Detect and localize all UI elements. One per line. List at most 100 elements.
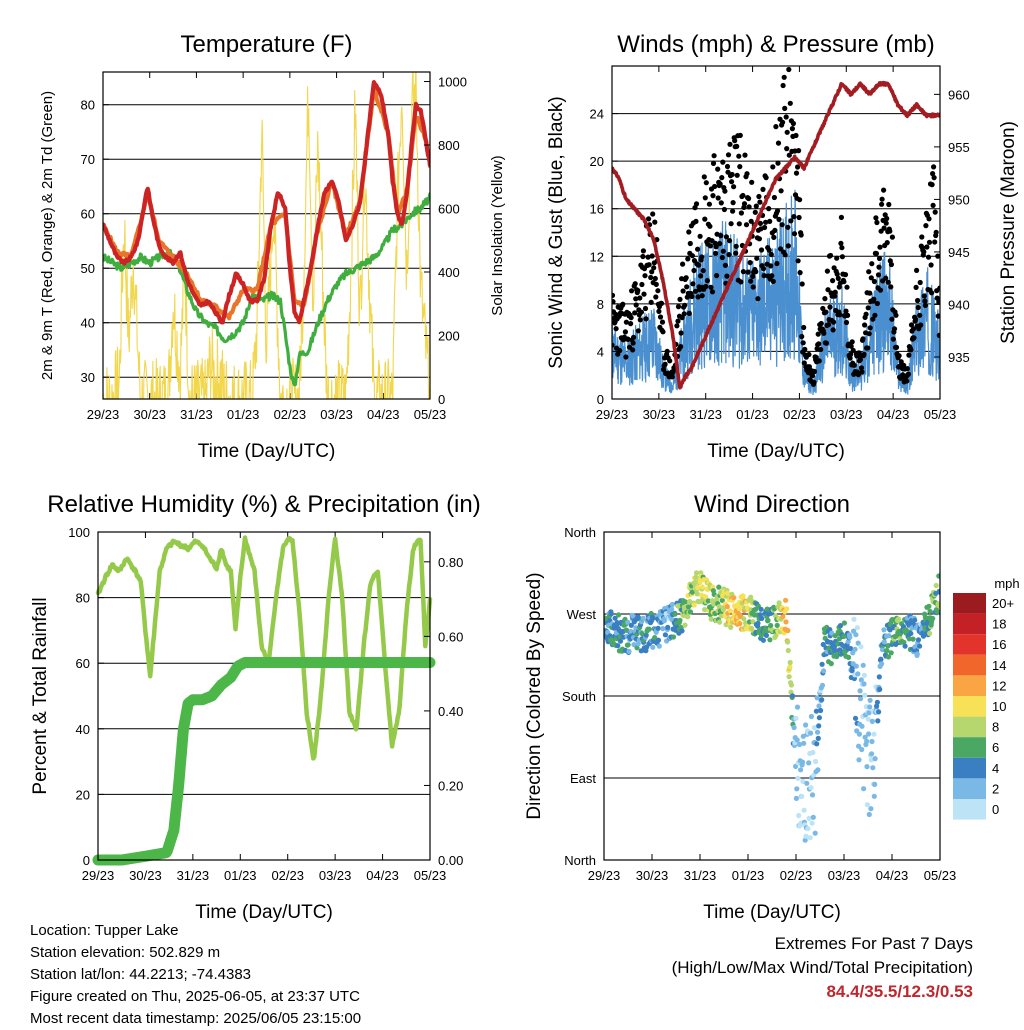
gust-point [725, 152, 732, 158]
gust-point [816, 341, 822, 347]
gust-point [934, 295, 940, 301]
gust-point [686, 310, 692, 316]
gust-point [823, 309, 829, 315]
direction-point [861, 681, 867, 687]
gust-point [723, 234, 730, 240]
gust-point [657, 314, 664, 320]
legend-swatch [953, 654, 986, 676]
gust-point [796, 148, 802, 154]
direction-point [718, 613, 724, 619]
direction-point [794, 786, 800, 792]
direction-point [682, 622, 688, 628]
gust-point [719, 254, 725, 261]
direction-point [879, 661, 885, 667]
gust-point [678, 344, 684, 350]
gust-point [633, 296, 639, 302]
gust-point [748, 218, 754, 224]
gust-point [780, 82, 786, 89]
direction-point [695, 585, 701, 591]
gust-point [780, 119, 786, 125]
direction-point [927, 630, 933, 637]
direction-title: Wind Direction [694, 491, 850, 518]
gust-point [797, 270, 803, 276]
direction-point [699, 584, 705, 590]
direction-point [660, 626, 666, 632]
gust-point [847, 355, 853, 361]
gust-point [696, 262, 702, 268]
gust-point [730, 200, 736, 206]
x-tick-label: 01/23 [227, 407, 260, 422]
direction-point [933, 582, 939, 589]
direction-point [796, 741, 803, 748]
gust-point [703, 180, 709, 186]
direction-point [628, 622, 634, 628]
direction-point [765, 617, 771, 624]
direction-point [703, 594, 709, 600]
gust-point [740, 192, 746, 199]
direction-point [608, 611, 614, 617]
extremes-subtitle: (High/Low/Max Wind/Total Precipitation) [671, 958, 973, 977]
direction-point [881, 627, 887, 633]
gust-point [710, 193, 716, 199]
gust-point [680, 288, 686, 294]
direction-point [914, 651, 920, 657]
y-tick-label: 20 [76, 787, 90, 802]
legend-swatch [953, 757, 986, 779]
temp-group [103, 80, 430, 387]
direction-point [803, 722, 809, 728]
gust-point [866, 331, 872, 337]
gust-point [685, 256, 691, 262]
direction-point [852, 646, 858, 652]
gust-point [625, 336, 631, 342]
y2-tick-label: 945 [948, 245, 970, 260]
gust-point [930, 171, 936, 177]
gust-point [910, 326, 917, 332]
gust-point [659, 319, 666, 325]
y2-tick-label: 955 [948, 140, 970, 155]
direction-point [869, 738, 875, 745]
rh-group [92, 535, 436, 866]
gust-point [842, 272, 849, 278]
gust-point [699, 254, 705, 260]
direction-point [801, 740, 807, 746]
gust-point [857, 357, 864, 363]
gust-point [748, 278, 754, 284]
gust-point [874, 300, 881, 307]
direction-point [758, 606, 764, 612]
direction-point [785, 639, 791, 645]
gust-point [798, 232, 804, 238]
extremes-title: Extremes For Past 7 Days [774, 934, 973, 953]
gust-point [888, 261, 895, 268]
direction-point [853, 632, 859, 638]
direction-point [677, 617, 683, 624]
direction-point [672, 611, 678, 617]
gust-point [763, 175, 769, 181]
direction-point [856, 757, 862, 763]
direction-point [874, 699, 881, 705]
direction-point [872, 781, 878, 788]
gust-point [906, 352, 912, 358]
direction-point [915, 637, 922, 643]
gust-point [893, 312, 899, 318]
gust-point [623, 354, 629, 360]
gust-point [622, 329, 629, 335]
legend-label: 20+ [992, 596, 1014, 611]
gust-point [749, 179, 755, 185]
gust-point [750, 284, 756, 290]
y-tick-label: 60 [76, 656, 90, 671]
direction-point [617, 638, 624, 644]
gust-point [771, 234, 777, 240]
direction-point [865, 716, 871, 722]
gust-point [669, 374, 675, 380]
direction-point [854, 625, 861, 631]
direction-point [759, 615, 765, 622]
gust-point [729, 171, 735, 178]
gust-point [793, 132, 799, 139]
direction-point [652, 635, 658, 641]
direction-point [846, 654, 852, 661]
gust-point [921, 293, 927, 299]
gust-point [743, 222, 750, 228]
direction-point [877, 686, 883, 693]
direction-point [816, 723, 822, 729]
